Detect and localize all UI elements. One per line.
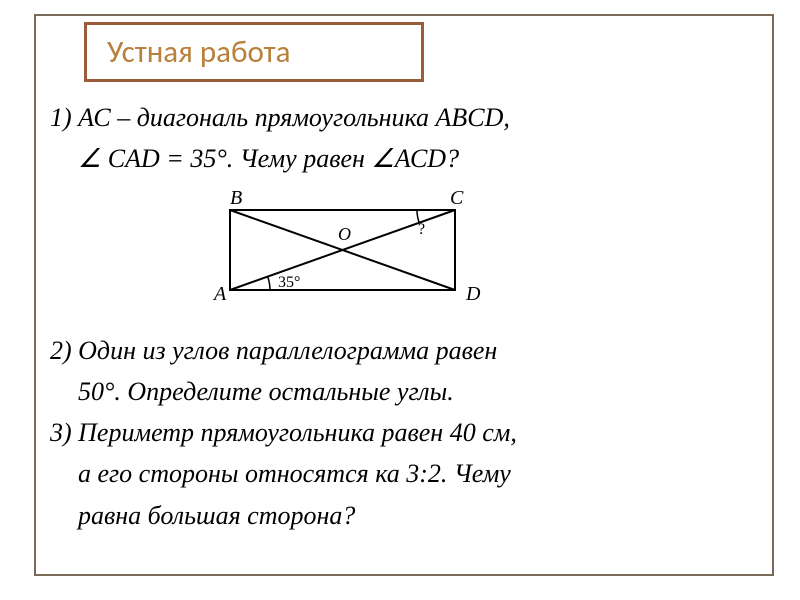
- rectangle-diagram: A B C D O 35° ?: [190, 190, 500, 320]
- problem-1-line1: 1) АС – диагональ прямоугольника ABCD,: [50, 100, 770, 135]
- label-q: ?: [418, 221, 425, 238]
- angle-arc-35: [268, 276, 271, 290]
- content-area: 1) АС – диагональ прямоугольника ABCD, ∠…: [50, 100, 770, 539]
- label-o: O: [338, 224, 351, 244]
- title-box: Устная работа: [84, 22, 424, 82]
- label-d: D: [465, 283, 481, 305]
- problem-1-line2: ∠ CAD = 35°. Чему равен ∠АСD?: [50, 141, 770, 176]
- label-b: B: [230, 190, 242, 209]
- label-35: 35°: [278, 274, 300, 291]
- problem-3-line1: 3) Периметр прямоугольника равен 40 см,: [50, 415, 770, 450]
- title-text: Устная работа: [107, 33, 290, 71]
- label-a: A: [212, 283, 227, 305]
- label-c: C: [450, 190, 464, 209]
- problem-2-line2: 50°. Определите остальные углы.: [50, 374, 770, 409]
- problem-3-line3: равна большая сторона?: [50, 498, 770, 533]
- problem-2-line1: 2) Один из углов параллелограмма равен: [50, 333, 770, 368]
- problem-3-line2: а его стороны относятся ка 3:2. Чему: [50, 456, 770, 491]
